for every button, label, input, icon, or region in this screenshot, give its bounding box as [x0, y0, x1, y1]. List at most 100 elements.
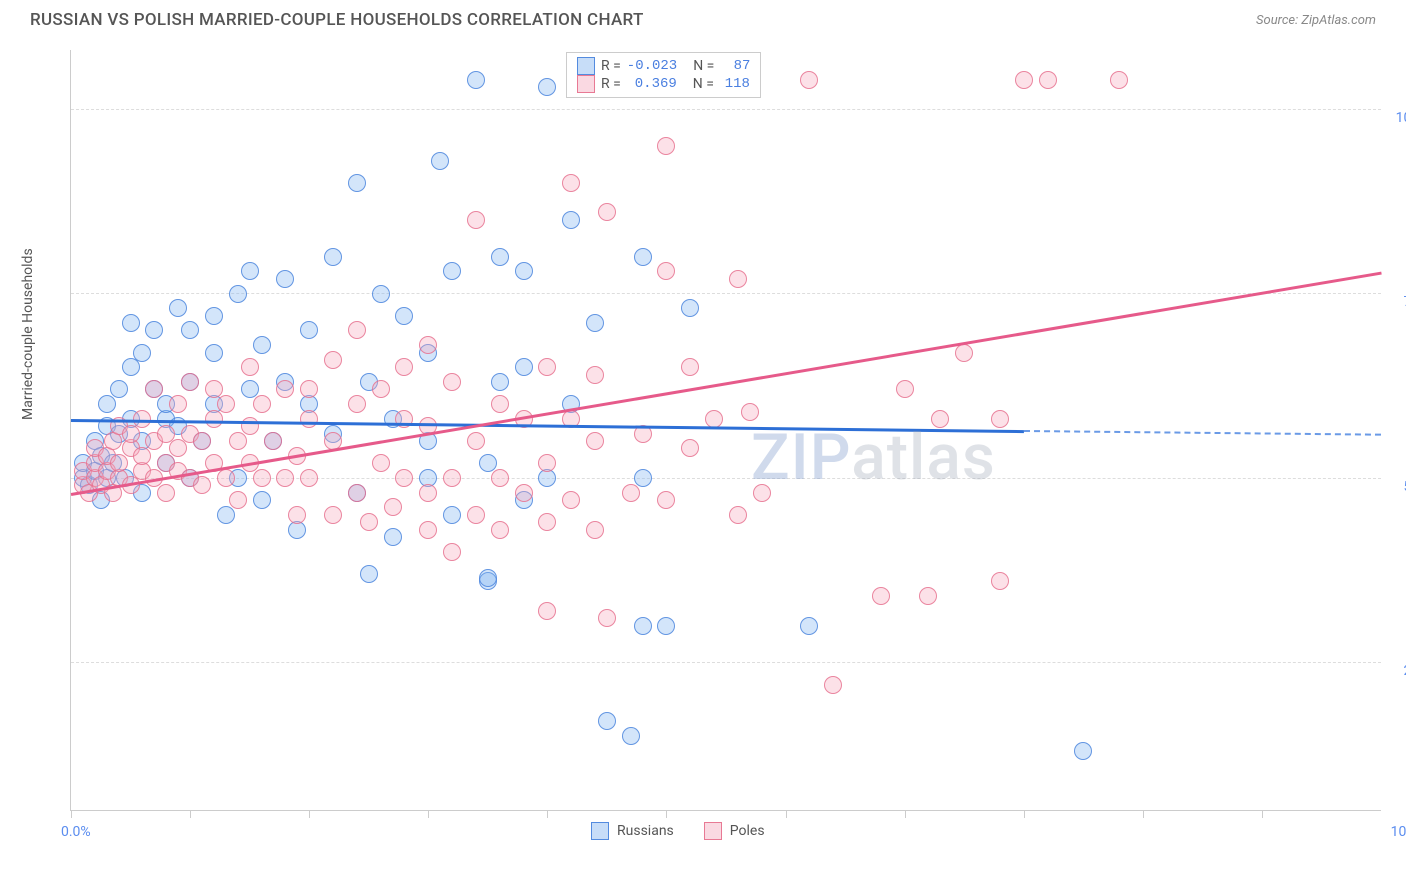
legend-label: Russians	[617, 823, 674, 839]
data-point	[955, 344, 973, 362]
data-point	[205, 410, 223, 428]
data-point	[681, 299, 699, 317]
data-point	[395, 358, 413, 376]
data-point	[348, 321, 366, 339]
data-point	[657, 617, 675, 635]
data-point	[122, 358, 140, 376]
data-point	[98, 395, 116, 413]
data-point	[919, 587, 937, 605]
data-point	[586, 521, 604, 539]
correlation-legend: R =-0.023N =87R = 0.369 N = 118	[566, 52, 761, 98]
x-tick	[428, 810, 429, 818]
data-point	[562, 211, 580, 229]
data-point	[872, 587, 890, 605]
data-point	[467, 71, 485, 89]
data-point	[705, 410, 723, 428]
data-point	[145, 380, 163, 398]
data-point	[229, 432, 247, 450]
y-tick-label: 75.0%	[1391, 276, 1406, 310]
data-point	[1074, 742, 1092, 760]
legend-swatch	[591, 822, 609, 840]
data-point	[467, 506, 485, 524]
data-point	[657, 491, 675, 509]
data-point	[133, 344, 151, 362]
data-point	[515, 484, 533, 502]
data-point	[419, 521, 437, 539]
data-point	[598, 609, 616, 627]
data-point	[622, 484, 640, 502]
data-point	[598, 203, 616, 221]
data-point	[348, 395, 366, 413]
watermark: ZIPatlas	[751, 420, 996, 495]
data-point	[741, 403, 759, 421]
data-point	[110, 454, 128, 472]
legend-label: Poles	[730, 823, 765, 839]
data-point	[538, 513, 556, 531]
chart-source: Source: ZipAtlas.com	[1256, 13, 1376, 28]
data-point	[800, 617, 818, 635]
data-point	[538, 454, 556, 472]
data-point	[241, 417, 259, 435]
data-point	[122, 314, 140, 332]
data-point	[122, 425, 140, 443]
legend-swatch	[577, 75, 595, 93]
data-point	[217, 506, 235, 524]
data-point	[479, 569, 497, 587]
data-point	[443, 262, 461, 280]
legend-item: Russians	[591, 822, 674, 840]
data-point	[443, 543, 461, 561]
data-point	[253, 395, 271, 413]
data-point	[157, 484, 175, 502]
legend-n-value: 118	[720, 76, 750, 92]
data-point	[241, 262, 259, 280]
data-point	[598, 712, 616, 730]
data-point	[443, 506, 461, 524]
data-point	[145, 321, 163, 339]
legend-row: R =-0.023N =87	[577, 57, 750, 75]
data-point	[431, 152, 449, 170]
y-tick-label: 50.0%	[1391, 461, 1406, 495]
data-point	[169, 299, 187, 317]
scatter-chart: ZIPatlas R =-0.023N =87R =0.369N =118 Ru…	[70, 50, 1381, 811]
x-tick	[547, 810, 548, 818]
data-point	[395, 307, 413, 325]
y-axis-title: Married-couple Households	[20, 248, 36, 420]
legend-swatch	[704, 822, 722, 840]
x-axis-max-label: 100.0%	[1391, 824, 1406, 840]
data-point	[419, 484, 437, 502]
x-tick	[190, 810, 191, 818]
legend-r-value: 0.369	[627, 76, 677, 92]
gridline	[71, 662, 1381, 663]
data-point	[491, 373, 509, 391]
data-point	[634, 469, 652, 487]
data-point	[300, 321, 318, 339]
data-point	[515, 262, 533, 280]
watermark-atlas: atlas	[851, 420, 996, 495]
data-point	[181, 373, 199, 391]
data-point	[253, 336, 271, 354]
data-point	[800, 71, 818, 89]
legend-n-label: N =	[693, 58, 714, 74]
data-point	[634, 617, 652, 635]
x-tick	[786, 810, 787, 818]
legend-n-label: N =	[693, 76, 714, 92]
x-tick	[666, 810, 667, 818]
data-point	[515, 358, 533, 376]
data-point	[657, 262, 675, 280]
data-point	[443, 373, 461, 391]
data-point	[467, 211, 485, 229]
data-point	[300, 410, 318, 428]
trend-line	[71, 271, 1381, 495]
gridline	[71, 293, 1381, 294]
data-point	[360, 513, 378, 531]
series-legend: Russians Poles	[591, 822, 765, 840]
x-tick	[1024, 810, 1025, 818]
data-point	[324, 248, 342, 266]
data-point	[193, 432, 211, 450]
data-point	[586, 432, 604, 450]
data-point	[229, 285, 247, 303]
legend-r-label: R =	[601, 76, 621, 92]
x-tick	[1143, 810, 1144, 818]
data-point	[181, 321, 199, 339]
watermark-zip: ZIP	[751, 420, 851, 495]
